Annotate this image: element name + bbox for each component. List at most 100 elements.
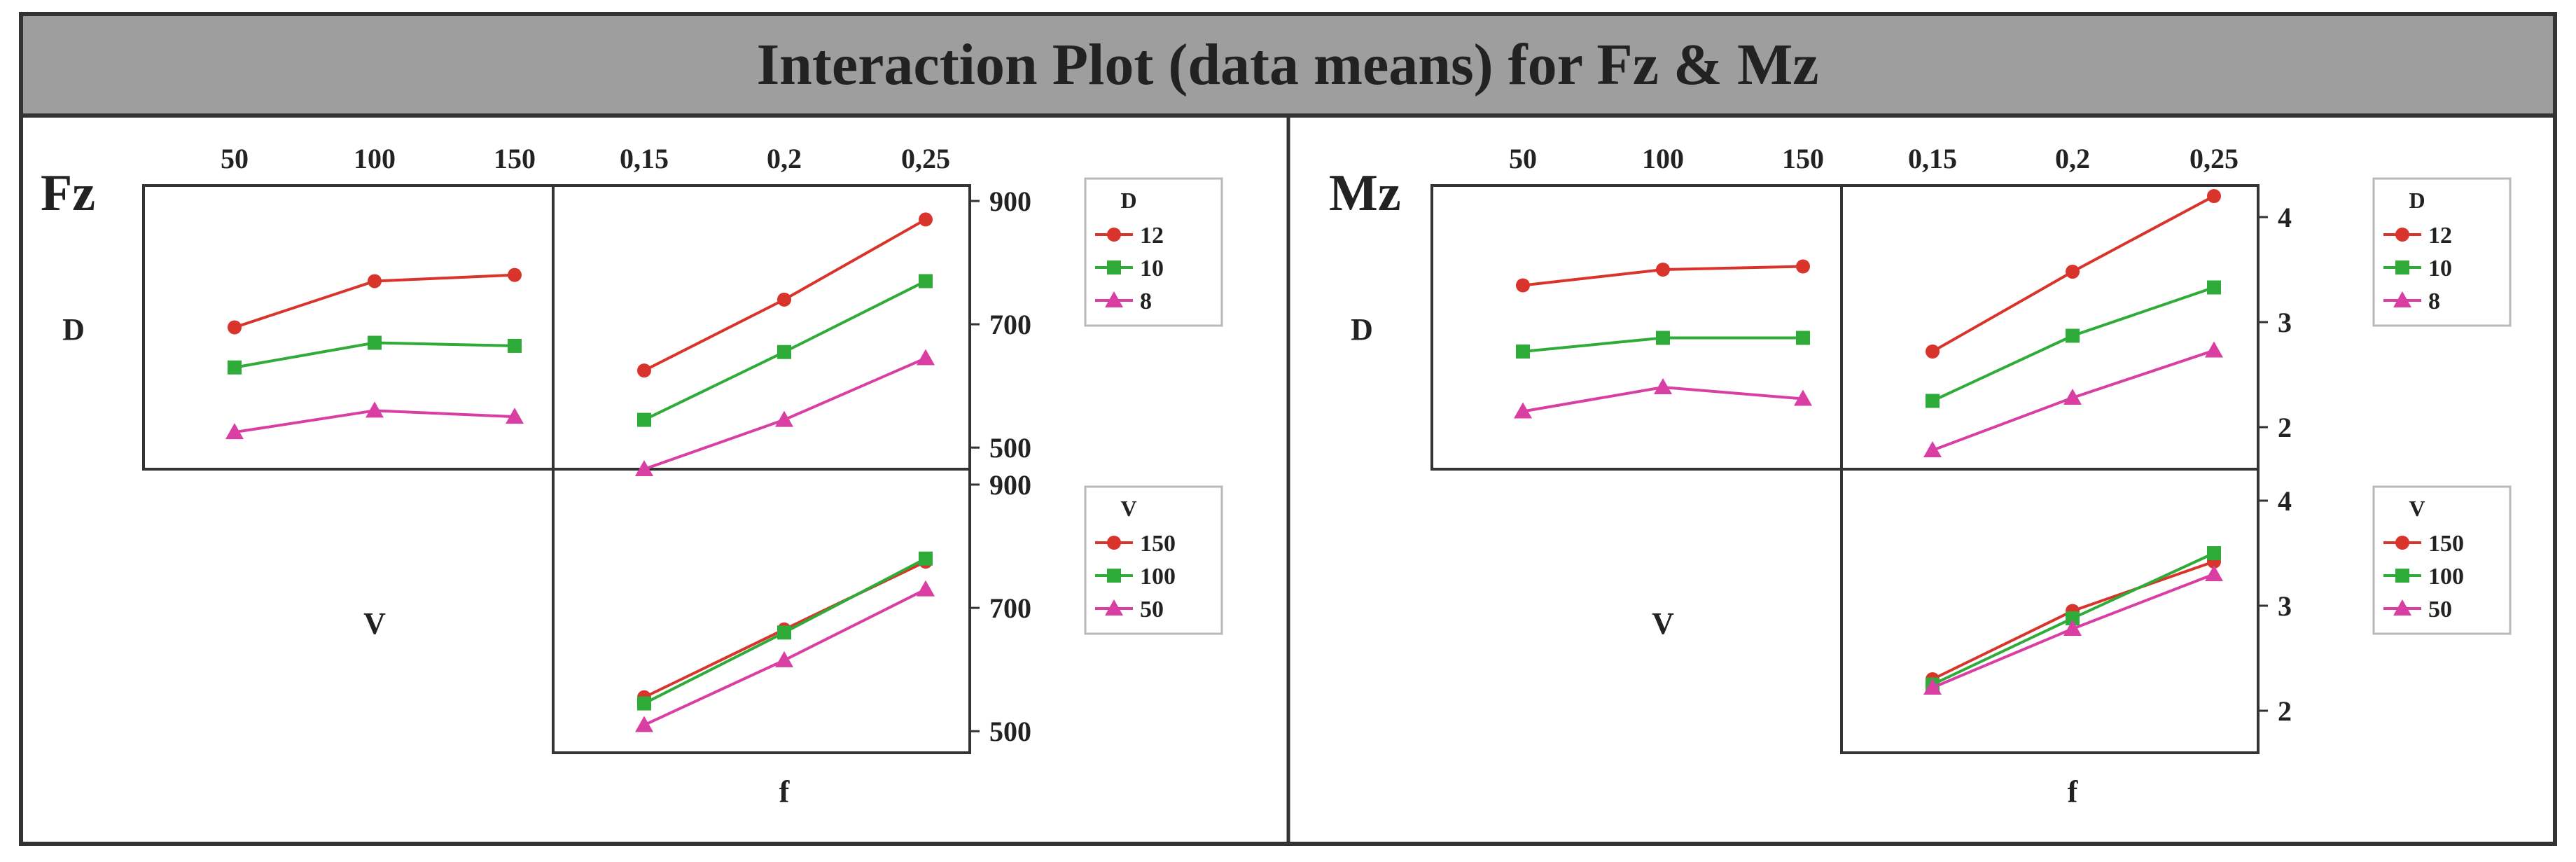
data-point-10 (2207, 280, 2221, 295)
data-point-12 (637, 363, 651, 378)
title-banner (19, 12, 2557, 118)
legend-entry-label: 8 (2428, 289, 2440, 314)
data-point-12 (508, 267, 522, 282)
legend-entry-label: 12 (2428, 223, 2452, 249)
panel-frame-D-by-f (1840, 184, 2260, 471)
data-point-12 (2066, 265, 2080, 279)
legend-marker (1107, 260, 1121, 274)
right-axis-tick-label-upper: 4 (2278, 202, 2292, 233)
legend-title: V (1120, 496, 1136, 521)
panel-frame-D-by-V (142, 184, 555, 471)
top-tick-label: 0,2 (767, 143, 802, 174)
legend-marker (1107, 228, 1121, 242)
fz-interaction-plot: Fz 50 100 150 0,15 0,2 0,25 900 700 500 900 700 500 D… (41, 143, 1223, 809)
right-axis-tick-label-lower: 4 (2278, 485, 2292, 517)
data-point-50 (635, 716, 653, 732)
panel-frame-V-by-f (1840, 468, 2260, 754)
data-point-10 (919, 274, 933, 289)
response-title: Fz (41, 165, 95, 222)
top-tick-label: 0,15 (620, 143, 669, 174)
data-point-50 (775, 651, 793, 667)
panel-D_by_f (1923, 189, 2223, 457)
data-point-8 (225, 423, 244, 440)
panel-D_by_f (635, 212, 935, 476)
top-tick-label: 100 (1642, 143, 1684, 174)
top-tick-label: 0,25 (2189, 143, 2239, 174)
panel-frame-V-by-f (552, 468, 971, 754)
right-axis-tick-label-upper: 3 (2278, 307, 2292, 338)
data-point-12 (919, 212, 933, 227)
legend-box (2372, 177, 2512, 327)
data-point-8 (365, 401, 384, 418)
panel-D_by_V (225, 267, 524, 440)
right-axis-tick-label-lower: 900 (989, 469, 1031, 501)
top-tick-label: 0,2 (2055, 143, 2090, 174)
legend-marker (2395, 569, 2409, 583)
legend-marker (2393, 291, 2411, 307)
data-point-8 (635, 460, 653, 476)
right-axis-tick-label-lower: 2 (2278, 695, 2292, 727)
right-axis-tick-label-upper: 2 (2278, 412, 2292, 443)
data-point-12 (228, 320, 242, 335)
data-point-10 (1516, 345, 1530, 359)
legend-entry-label: 150 (1140, 531, 1176, 557)
right-axis-tick-label-upper: 900 (989, 186, 1031, 217)
factor-label-D: D (1351, 312, 1373, 347)
legend-entry-label: 150 (2428, 531, 2464, 557)
legend-entry-label: 100 (1140, 564, 1176, 590)
panel-V_by_f (1923, 546, 2223, 695)
data-point-8 (1654, 378, 1672, 394)
legend-D: D12 10 8 (1084, 177, 1223, 327)
top-tick-label: 50 (1509, 143, 1537, 174)
panel-frame-D-by-V (1430, 184, 1843, 471)
legend-entry-label: 50 (1140, 597, 1164, 623)
legend-entry-label: 50 (2428, 597, 2452, 623)
data-point-8 (1923, 441, 1942, 457)
top-tick-label: 150 (1782, 143, 1824, 174)
series-line-10 (1932, 286, 2215, 403)
data-point-12 (1516, 278, 1530, 293)
right-axis-tick-label-lower: 3 (2278, 590, 2292, 622)
factor-label-f: f (2068, 774, 2079, 809)
legend-marker (2393, 599, 2411, 616)
legend-marker (1107, 536, 1121, 550)
data-point-8 (917, 349, 935, 366)
data-point-12 (2207, 189, 2221, 203)
data-point-8 (775, 410, 793, 427)
legend-marker (1107, 569, 1121, 583)
factor-label-f: f (779, 774, 791, 809)
panel-V_by_f (635, 551, 935, 732)
data-point-12 (1796, 259, 1810, 274)
panel-D_by_V (1514, 259, 1812, 419)
right-axis-tick-label-upper: 700 (989, 309, 1031, 340)
data-point-50 (2063, 620, 2082, 636)
data-point-10 (637, 412, 651, 427)
data-point-10 (508, 338, 522, 353)
data-point-10 (1796, 331, 1810, 345)
data-point-100 (919, 551, 933, 566)
legend-D: D12 10 8 (2372, 177, 2512, 327)
factor-label-V: V (363, 606, 386, 641)
data-point-10 (1656, 331, 1670, 345)
data-point-50 (1923, 679, 1942, 695)
legend-marker (1105, 599, 1123, 616)
legend-box (1084, 177, 1223, 327)
data-point-10 (777, 345, 791, 359)
top-tick-label: 0,25 (901, 143, 950, 174)
legend-marker (1105, 291, 1123, 307)
data-point-10 (2066, 328, 2080, 343)
legend-entry-label: 100 (2428, 564, 2464, 590)
data-point-100 (777, 625, 791, 640)
top-tick-label: 50 (221, 143, 249, 174)
figure-title: Interaction Plot (data means) for Fz & M… (756, 32, 1818, 97)
legend-entry-label: 10 (1140, 256, 1164, 281)
data-point-100 (2207, 546, 2221, 560)
data-point-50 (2205, 565, 2223, 581)
data-point-8 (1794, 389, 1812, 406)
data-point-12 (1926, 345, 1940, 359)
data-point-10 (368, 335, 382, 350)
data-point-12 (368, 274, 382, 289)
